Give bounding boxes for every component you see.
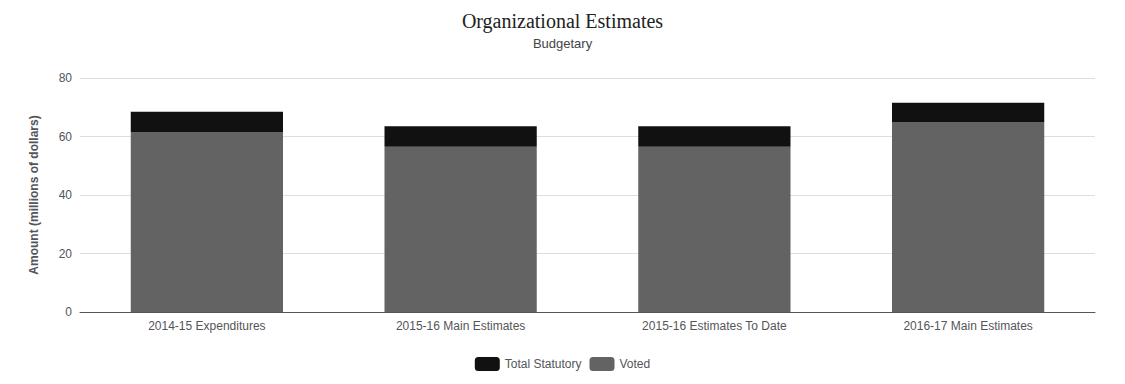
svg-text:Budgetary: Budgetary (533, 36, 593, 51)
svg-text:2015-16 Main Estimates: 2015-16 Main Estimates (396, 319, 525, 333)
svg-text:40: 40 (59, 188, 73, 202)
svg-text:2015-16 Estimates To Date: 2015-16 Estimates To Date (642, 319, 787, 333)
svg-text:20: 20 (59, 247, 73, 261)
svg-text:60: 60 (59, 130, 73, 144)
svg-text:Organizational Estimates: Organizational Estimates (462, 10, 663, 33)
svg-text:2016-17 Main Estimates: 2016-17 Main Estimates (903, 319, 1032, 333)
svg-text:Amount (millions of dollars): Amount (millions of dollars) (27, 115, 41, 274)
svg-text:2014-15 Expenditures: 2014-15 Expenditures (148, 319, 265, 333)
svg-text:Voted: Voted (620, 357, 651, 371)
svg-text:0: 0 (65, 305, 72, 319)
svg-text:80: 80 (59, 71, 73, 85)
svg-text:Total Statutory: Total Statutory (505, 357, 582, 371)
